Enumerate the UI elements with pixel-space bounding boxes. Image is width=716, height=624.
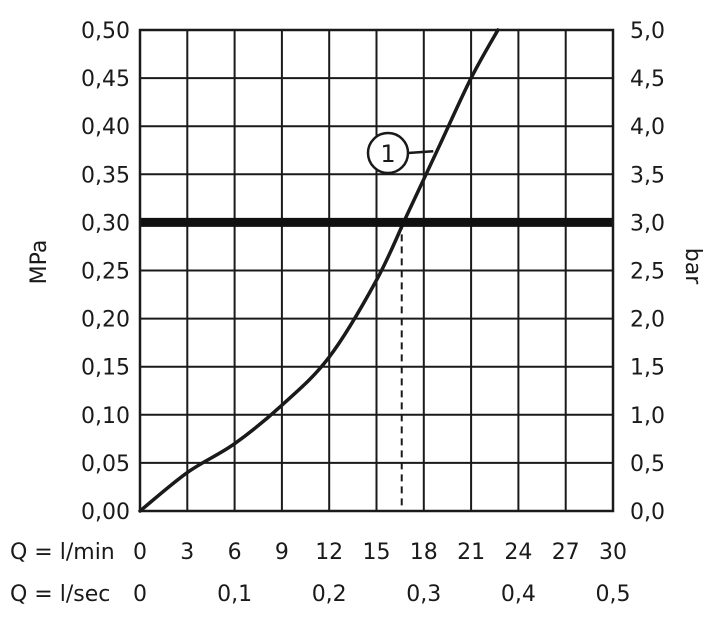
left-tick-label: 0,30 bbox=[81, 211, 130, 236]
right-tick-label: 1,0 bbox=[630, 404, 665, 429]
right-tick-label: 1,5 bbox=[630, 356, 665, 381]
x-tick-label-lmin: 30 bbox=[599, 540, 627, 565]
plot-frame bbox=[138, 28, 615, 513]
x-tick-label-lmin: 24 bbox=[504, 540, 532, 565]
x-tick-label-lsec: 0,3 bbox=[406, 582, 441, 607]
x-tick-label-lsec: 0 bbox=[133, 582, 147, 607]
right-tick-label: 0,5 bbox=[630, 452, 665, 477]
annotation-circle bbox=[366, 131, 410, 175]
left-tick-label: 0,45 bbox=[81, 67, 130, 92]
left-tick-label: 0,35 bbox=[81, 163, 130, 188]
x-tick-label-lmin: 18 bbox=[410, 540, 438, 565]
x-tick-label-lmin: 21 bbox=[457, 540, 485, 565]
plot-border bbox=[138, 28, 615, 513]
left-tick-label: 0,20 bbox=[81, 308, 130, 333]
annotation: 1 bbox=[366, 131, 434, 175]
left-tick-label: 0,15 bbox=[81, 356, 130, 381]
x-tick-label-lmin: 12 bbox=[315, 540, 343, 565]
x-tick-label-lsec: 0,1 bbox=[217, 582, 252, 607]
x-tick-label-lmin: 15 bbox=[363, 540, 391, 565]
left-axis-label: MPa bbox=[27, 240, 52, 285]
left-tick-label: 0,40 bbox=[81, 115, 130, 140]
x-tick-label-lsec: 0,2 bbox=[312, 582, 347, 607]
right-tick-label: 2,5 bbox=[630, 260, 665, 285]
annotation-label: 1 bbox=[380, 140, 395, 168]
series-layer bbox=[138, 28, 500, 513]
tick-labels: 0,000,050,100,150,200,250,300,350,400,45… bbox=[81, 19, 665, 607]
right-tick-label: 4,0 bbox=[630, 115, 665, 140]
left-tick-label: 0,50 bbox=[81, 19, 130, 44]
x-tick-label-lmin: 6 bbox=[228, 540, 242, 565]
right-tick-label: 4,5 bbox=[630, 67, 665, 92]
x-tick-label-lmin: 27 bbox=[552, 540, 580, 565]
annotation-leader-line bbox=[407, 149, 434, 155]
left-tick-label: 0,25 bbox=[81, 260, 130, 285]
x-tick-label-lsec: 0,5 bbox=[596, 582, 631, 607]
x-axis-label-lsec: Q = l/sec bbox=[10, 582, 110, 607]
right-axis-label: bar bbox=[680, 248, 705, 285]
right-tick-label: 3,0 bbox=[630, 211, 665, 236]
right-tick-label: 0,0 bbox=[630, 500, 665, 525]
left-tick-label: 0,00 bbox=[81, 500, 130, 525]
grid bbox=[139, 29, 614, 512]
x-tick-label-lmin: 3 bbox=[180, 540, 194, 565]
right-tick-label: 5,0 bbox=[630, 19, 665, 44]
x-tick-label-lsec: 0,4 bbox=[501, 582, 536, 607]
left-tick-label: 0,05 bbox=[81, 452, 130, 477]
x-axis-label-lmin: Q = l/min bbox=[10, 540, 115, 565]
left-tick-label: 0,10 bbox=[81, 404, 130, 429]
pressure-flow-curve bbox=[138, 28, 500, 513]
x-tick-label-lmin: 9 bbox=[275, 540, 289, 565]
right-tick-label: 2,0 bbox=[630, 308, 665, 333]
x-tick-label-lmin: 0 bbox=[133, 540, 147, 565]
right-tick-label: 3,5 bbox=[630, 163, 665, 188]
